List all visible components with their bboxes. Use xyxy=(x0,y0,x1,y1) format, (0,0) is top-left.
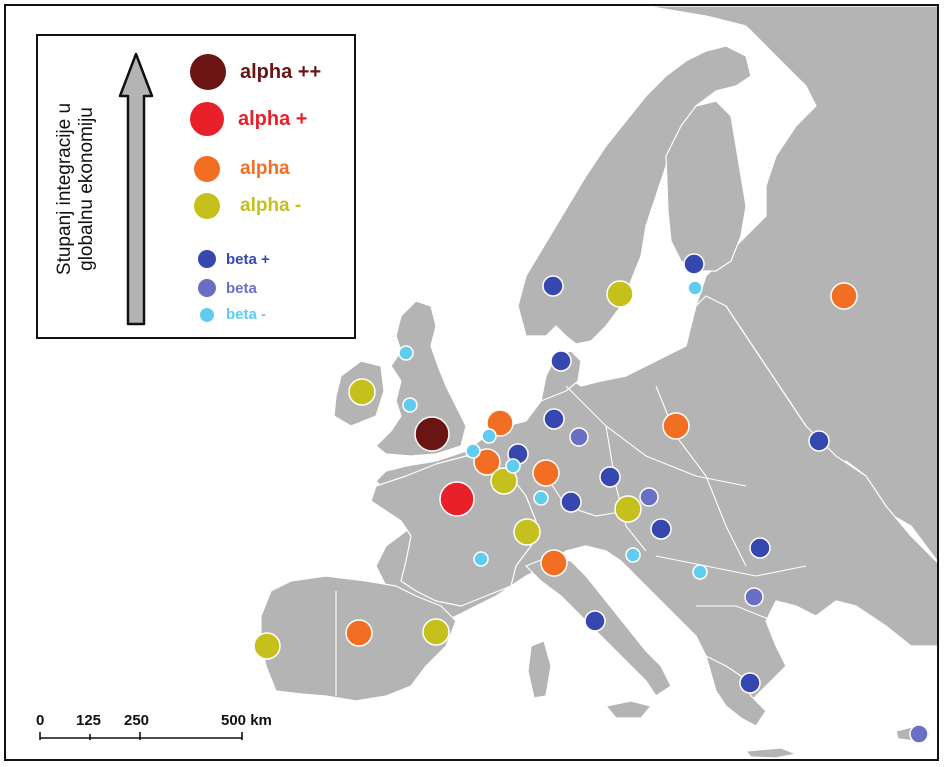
city-alpha-pp-marker[interactable] xyxy=(414,416,450,452)
scale-label-0: 0 xyxy=(36,712,45,729)
city-beta-m-marker[interactable] xyxy=(625,547,641,563)
city-alpha-m-marker[interactable] xyxy=(606,280,634,308)
arrow-up-icon xyxy=(118,52,154,326)
city-alpha-marker[interactable] xyxy=(830,282,858,310)
city-beta-marker[interactable] xyxy=(909,724,929,744)
legend-title-line2: globalnu ekonomiju xyxy=(75,106,97,271)
legend-item-beta-m: beta - xyxy=(200,306,266,323)
legend-item-alpha-p: alpha + xyxy=(190,102,307,136)
city-beta-p-marker[interactable] xyxy=(550,350,572,372)
city-beta-m-marker[interactable] xyxy=(465,443,481,459)
city-beta-p-marker[interactable] xyxy=(749,537,771,559)
city-beta-p-marker[interactable] xyxy=(683,253,705,275)
scale-bar: 0 125 250 500 km xyxy=(34,712,294,752)
land-greece xyxy=(705,655,767,727)
legend-item-alpha-pp: alpha ++ xyxy=(190,54,321,90)
city-beta-m-marker[interactable] xyxy=(505,458,521,474)
city-beta-p-marker[interactable] xyxy=(542,275,564,297)
legend-label-alpha-m: alpha - xyxy=(240,195,302,216)
city-beta-p-marker[interactable] xyxy=(560,491,582,513)
legend-item-beta-p: beta + xyxy=(198,250,270,268)
city-beta-p-marker[interactable] xyxy=(599,466,621,488)
legend-label-beta-m: beta - xyxy=(226,306,267,323)
legend-box: Stupanj integracije u globalnu ekonomiju… xyxy=(36,34,356,339)
city-alpha-marker[interactable] xyxy=(345,619,373,647)
land-crete xyxy=(745,747,797,759)
city-beta-m-marker[interactable] xyxy=(533,490,549,506)
legend-title-area: Stupanj integracije u globalnu ekonomiju xyxy=(53,46,98,331)
city-beta-p-marker[interactable] xyxy=(543,408,565,430)
europe-map[interactable] xyxy=(6,6,939,761)
city-beta-m-marker[interactable] xyxy=(481,428,497,444)
legend-label-beta-p: beta + xyxy=(226,250,270,268)
scale-line xyxy=(39,732,243,740)
scale-label-500: 500 km xyxy=(221,712,272,729)
city-beta-marker[interactable] xyxy=(744,587,764,607)
city-beta-p-marker[interactable] xyxy=(650,518,672,540)
city-beta-m-marker[interactable] xyxy=(473,551,489,567)
city-beta-m-marker[interactable] xyxy=(692,564,708,580)
legend-title-line1: Stupanj integracije u xyxy=(53,102,75,275)
legend-dot-beta-m xyxy=(200,307,214,322)
legend-dot-beta xyxy=(198,279,216,297)
legend-item-alpha-m: alpha - xyxy=(194,193,301,219)
legend-label-alpha-pp: alpha ++ xyxy=(240,60,322,83)
city-beta-p-marker[interactable] xyxy=(739,672,761,694)
legend-dot-alpha xyxy=(194,156,220,182)
city-beta-m-marker[interactable] xyxy=(398,345,414,361)
city-alpha-m-marker[interactable] xyxy=(348,378,376,406)
city-alpha-marker[interactable] xyxy=(486,409,514,437)
city-alpha-marker[interactable] xyxy=(532,459,560,487)
city-layer xyxy=(253,253,929,744)
legend-dot-beta-p xyxy=(198,250,216,268)
legend-label-alpha: alpha xyxy=(240,158,290,179)
legend-dot-alpha-pp xyxy=(190,54,226,90)
land-sardinia xyxy=(527,640,552,699)
legend-item-alpha: alpha xyxy=(194,156,290,182)
city-alpha-m-marker[interactable] xyxy=(614,495,642,523)
legend-dot-alpha-m xyxy=(194,193,220,219)
city-alpha-m-marker[interactable] xyxy=(422,618,450,646)
city-alpha-marker[interactable] xyxy=(540,549,568,577)
land-finland xyxy=(665,100,747,272)
city-alpha-marker[interactable] xyxy=(473,448,501,476)
city-beta-marker[interactable] xyxy=(569,427,589,447)
city-beta-p-marker[interactable] xyxy=(808,430,830,452)
city-alpha-marker[interactable] xyxy=(662,412,690,440)
city-alpha-m-marker[interactable] xyxy=(490,467,518,495)
city-beta-marker[interactable] xyxy=(639,487,659,507)
land-sicily xyxy=(605,700,652,719)
scale-label-250: 250 xyxy=(124,712,150,729)
land-great-britain xyxy=(375,300,467,457)
city-alpha-p-marker[interactable] xyxy=(439,481,475,517)
city-beta-m-marker[interactable] xyxy=(687,280,703,296)
map-frame: Stupanj integracije u globalnu ekonomiju… xyxy=(4,4,939,761)
legend-label-alpha-p: alpha + xyxy=(238,107,308,130)
legend-label-beta: beta xyxy=(226,279,257,297)
land-scandinavia xyxy=(517,45,752,345)
city-beta-p-marker[interactable] xyxy=(584,610,606,632)
scale-label-125: 125 xyxy=(76,712,102,729)
city-alpha-m-marker[interactable] xyxy=(513,518,541,546)
city-beta-m-marker[interactable] xyxy=(402,397,418,413)
legend-dot-alpha-p xyxy=(190,102,224,136)
legend-item-beta: beta xyxy=(198,279,257,297)
city-alpha-m-marker[interactable] xyxy=(253,632,281,660)
